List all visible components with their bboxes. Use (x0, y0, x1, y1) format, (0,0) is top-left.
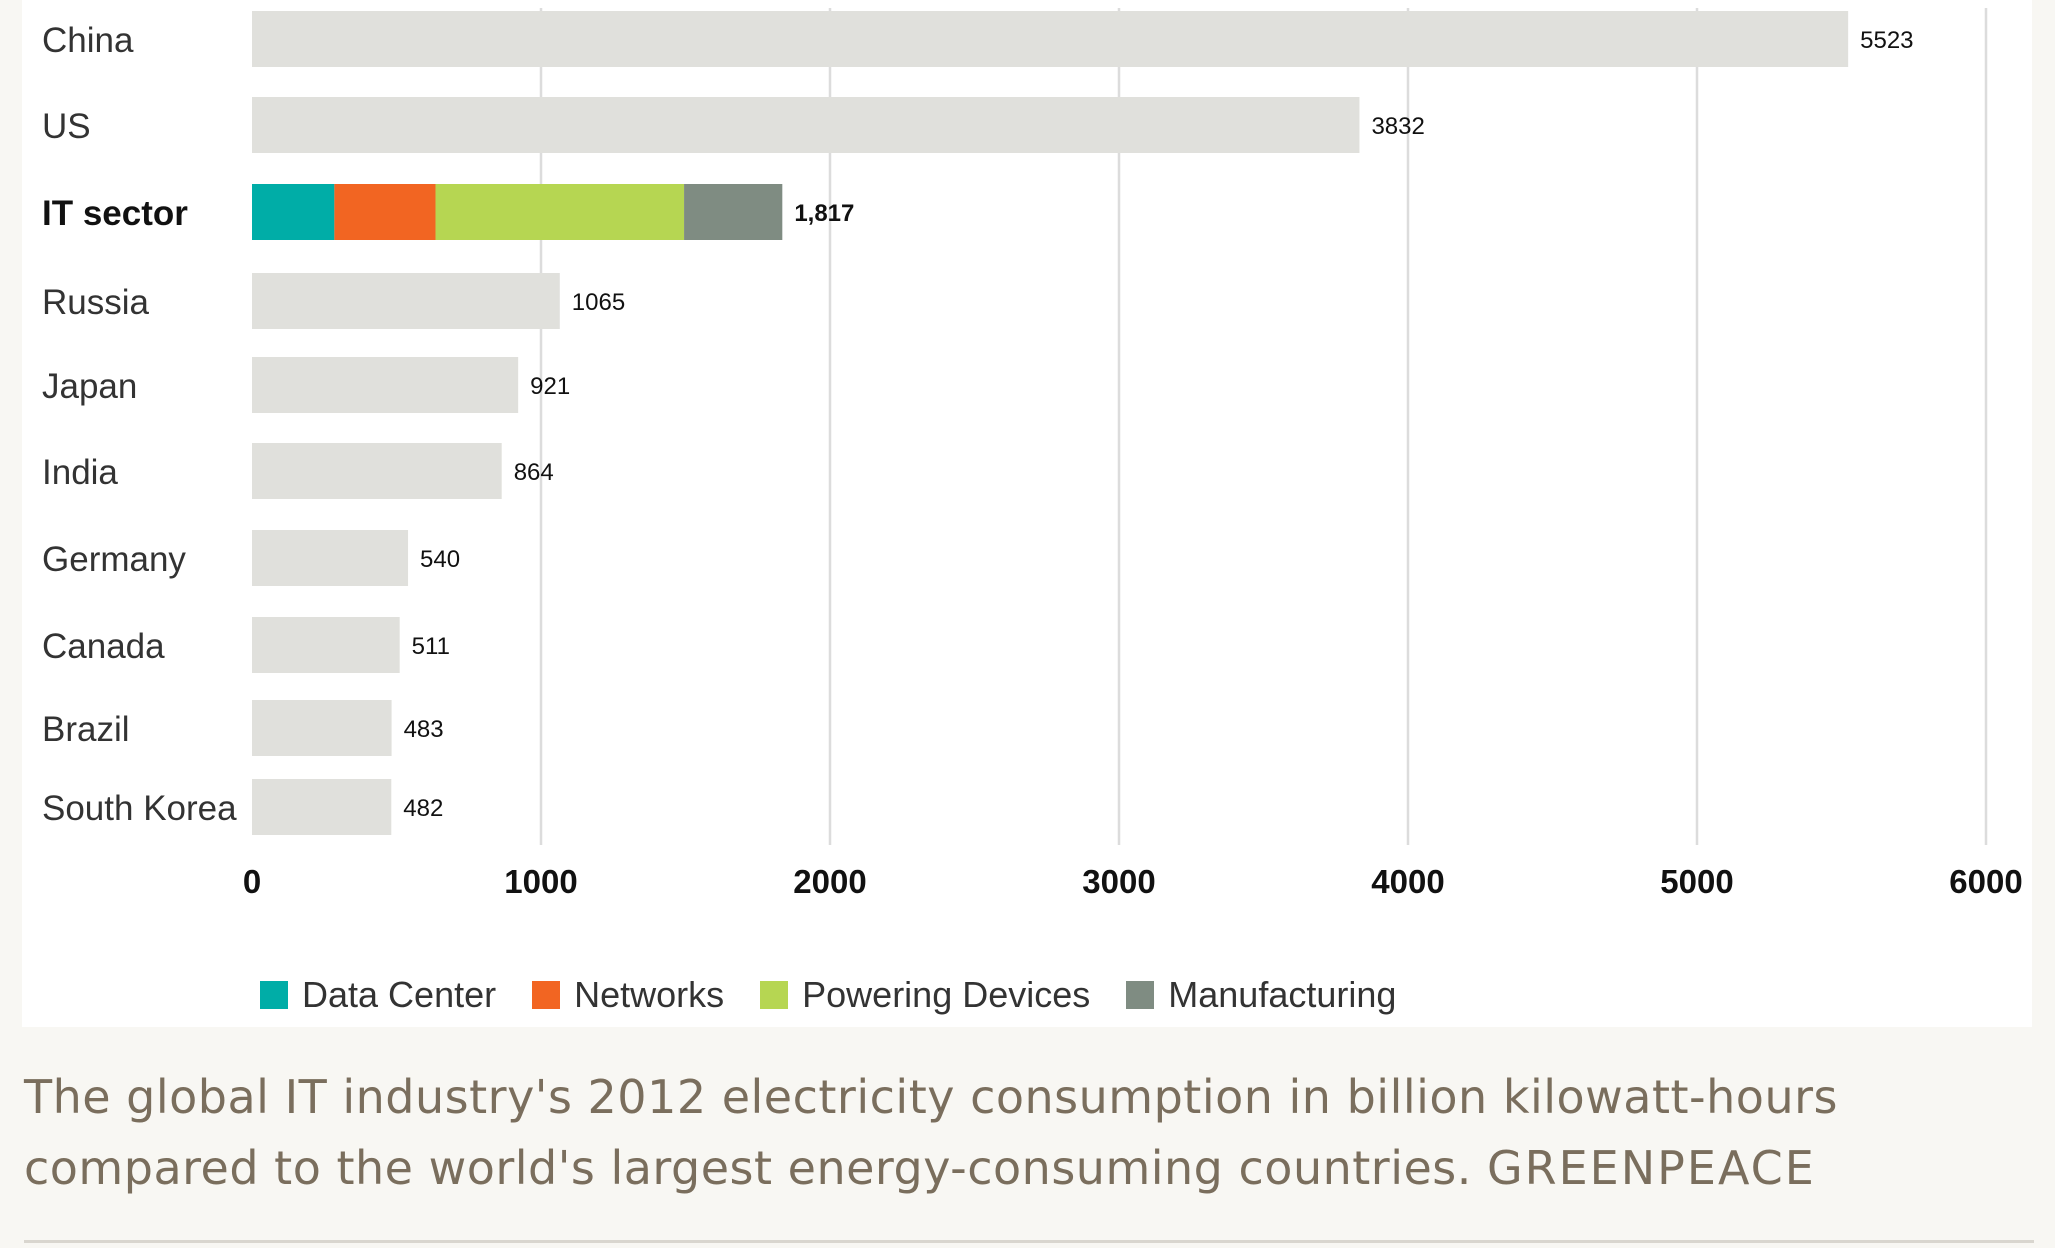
value-label-germany: 540 (420, 546, 460, 573)
caption-credit: GREENPEACE (1487, 1141, 1816, 1195)
value-label-south-korea: 482 (403, 795, 443, 822)
divider-rule (24, 1240, 2034, 1243)
value-label-it-sector: 1,817 (794, 200, 854, 227)
bar-segment-powering-devices (435, 184, 685, 240)
x-tick-label-2000: 2000 (793, 863, 866, 900)
x-tick-label-6000: 6000 (1949, 863, 2022, 900)
category-label-japan: Japan (42, 367, 137, 406)
legend-swatch-manufacturing (1126, 981, 1155, 1009)
category-label-brazil: Brazil (42, 710, 130, 749)
chart-legend: Data Center Networks Powering Devices Ma… (260, 974, 1432, 1016)
value-label-brazil: 483 (404, 716, 444, 743)
legend-swatch-networks (532, 981, 561, 1009)
chart-panel: China 5523 US 3832 IT sector 1,817 Russia 1065 J… (22, 0, 2032, 1027)
value-label-japan: 921 (530, 373, 570, 400)
bar-us (252, 97, 1360, 153)
bar-russia (252, 273, 560, 329)
value-label-china: 5523 (1860, 27, 1913, 54)
value-label-us: 3832 (1371, 113, 1424, 140)
x-tick-label-1000: 1000 (504, 863, 577, 900)
bar-chart: China 5523 US 3832 IT sector 1,817 Russia 1065 J… (42, 8, 2023, 900)
category-label-germany: Germany (42, 540, 186, 579)
legend-item-manufacturing: Manufacturing (1126, 974, 1396, 1016)
value-label-russia: 1065 (572, 289, 625, 316)
legend-item-data-center: Data Center (260, 974, 496, 1016)
x-tick-label-5000: 5000 (1660, 863, 1733, 900)
legend-label-manufacturing: Manufacturing (1168, 974, 1397, 1015)
category-label-russia: Russia (42, 283, 150, 322)
value-label-india: 864 (514, 459, 554, 486)
legend-swatch-powering-devices (760, 981, 789, 1009)
bar-china (252, 11, 1849, 67)
legend-swatch-data-center (260, 981, 288, 1009)
category-label-india: India (42, 453, 118, 492)
x-tick-label-4000: 4000 (1371, 863, 1444, 900)
bar-segment-data-center (252, 184, 335, 240)
value-label-canada: 511 (412, 633, 450, 660)
bar-segment-manufacturing (684, 184, 783, 240)
bar-segment-networks (334, 184, 436, 240)
category-label-canada: Canada (42, 627, 165, 666)
caption-text: The global IT industry's 2012 electricit… (24, 1070, 1838, 1195)
bar-germany (252, 530, 409, 586)
bar-india (252, 443, 502, 499)
bar-canada (252, 617, 400, 673)
bar-south-korea (252, 779, 392, 835)
bar-japan (252, 357, 519, 413)
category-label-china: China (42, 21, 134, 60)
category-label-south-korea: South Korea (42, 789, 237, 828)
category-label-it-sector: IT sector (42, 194, 188, 233)
legend-item-networks: Networks (532, 974, 724, 1016)
legend-label-powering-devices: Powering Devices (802, 974, 1091, 1015)
legend-item-powering-devices: Powering Devices (760, 974, 1090, 1016)
category-label-us: US (42, 107, 91, 146)
chart-caption: The global IT industry's 2012 electricit… (24, 1062, 2004, 1204)
legend-label-data-center: Data Center (302, 974, 497, 1015)
x-tick-label-0: 0 (243, 863, 261, 900)
x-tick-label-3000: 3000 (1082, 863, 1155, 900)
bar-brazil (252, 700, 392, 756)
legend-label-networks: Networks (574, 974, 725, 1015)
